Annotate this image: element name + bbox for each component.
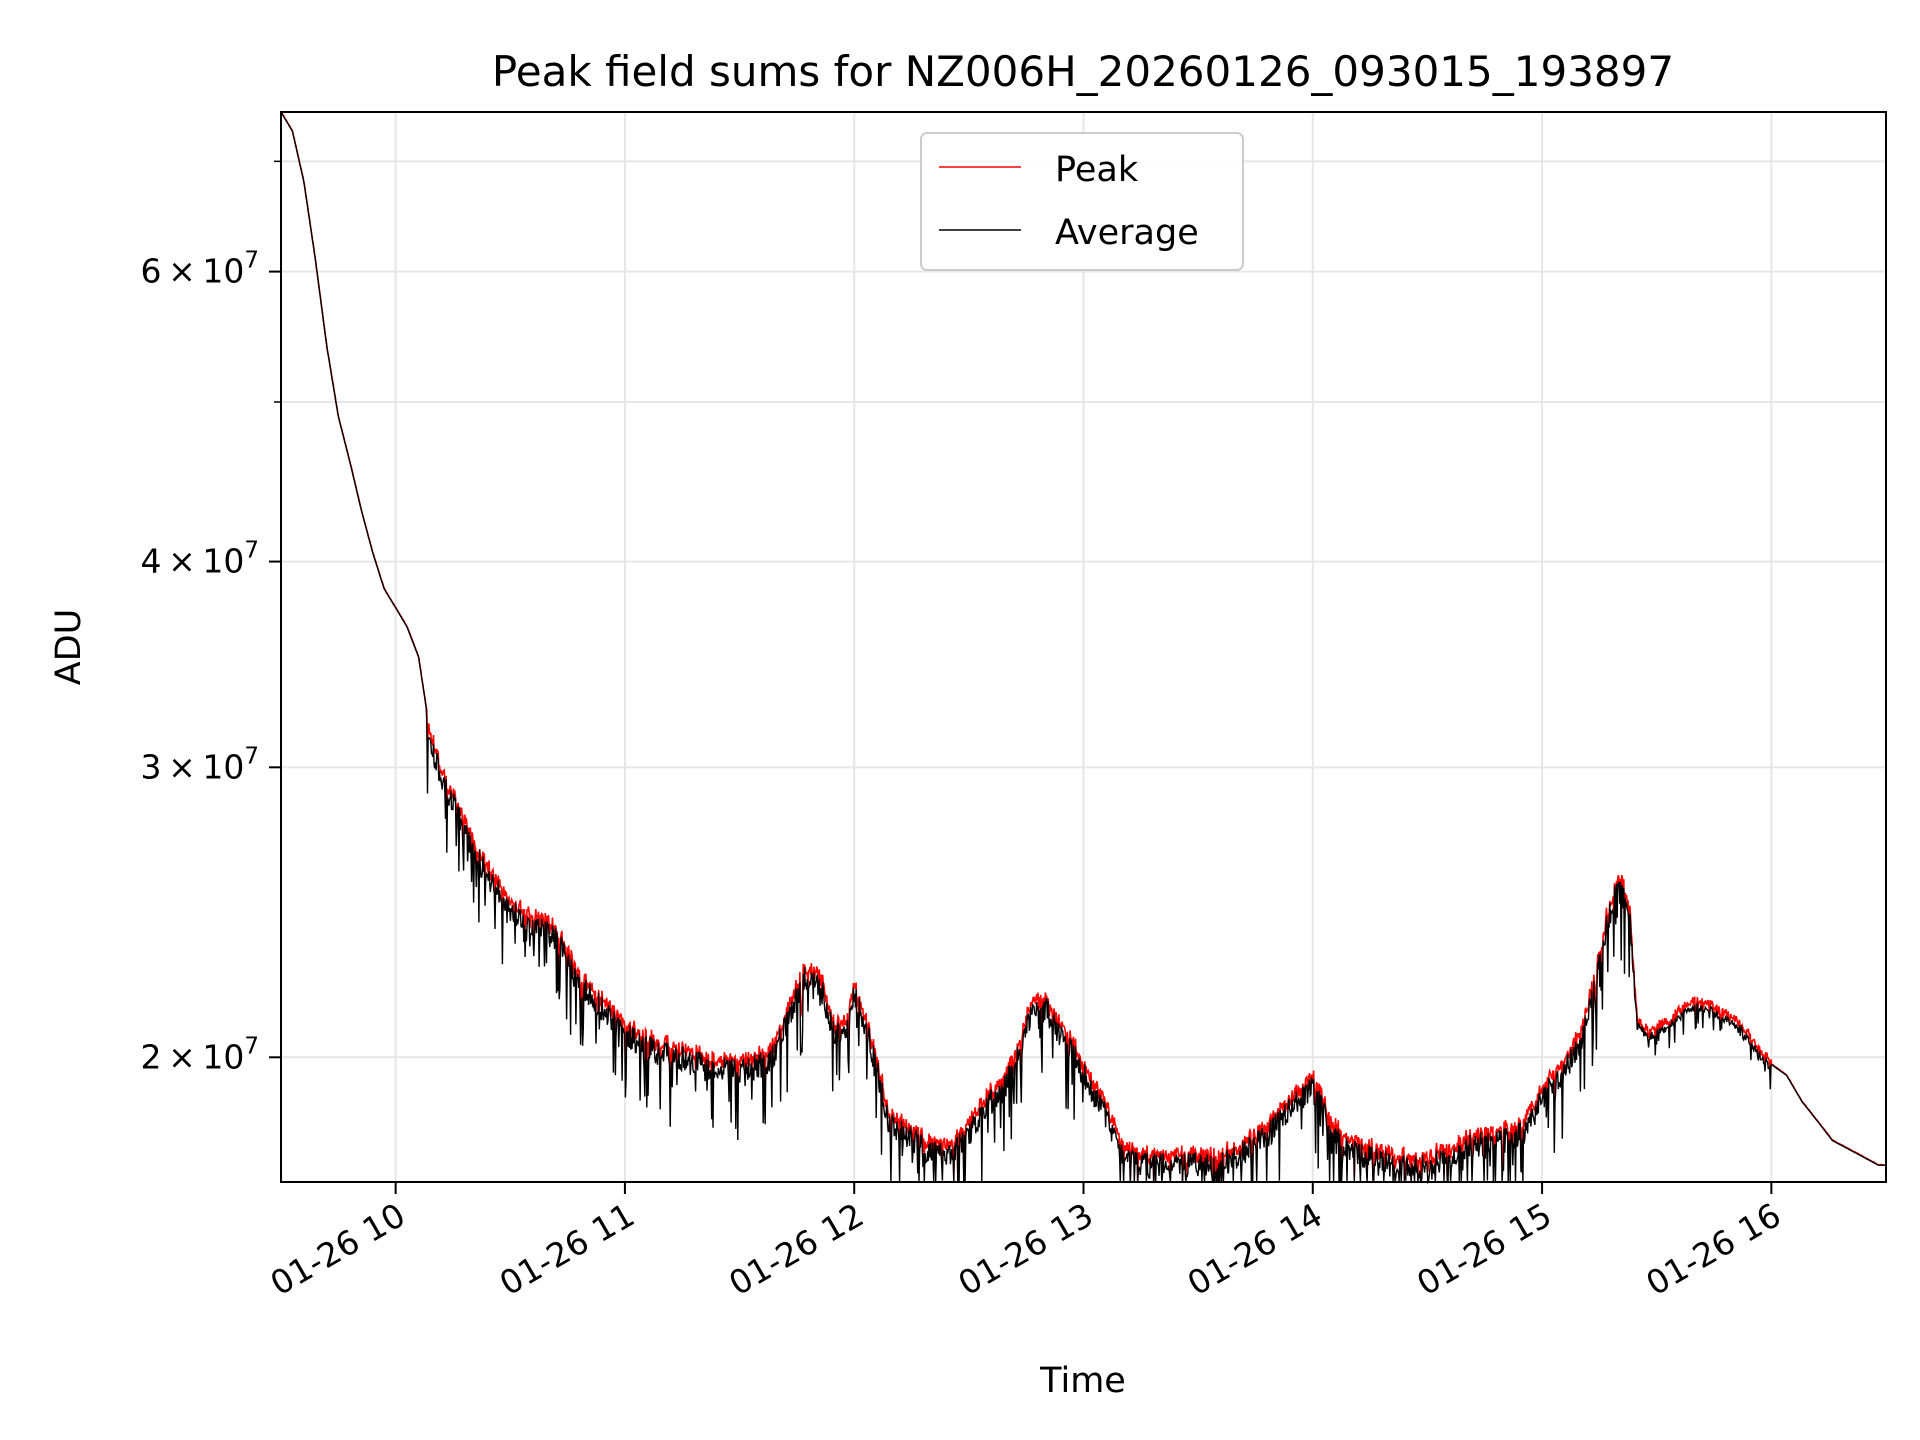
legend-label-peak: Peak [1055, 150, 1139, 190]
y-tick-label: 3 × 107 [141, 743, 259, 786]
y-tick-label: 4 × 107 [141, 538, 259, 581]
y-tick-label: 2 × 107 [141, 1033, 259, 1076]
y-axis-ticks: 2 × 107 3 × 107 4 × 107 6 × 107 [141, 160, 281, 1076]
y-tick-label: 6 × 107 [141, 248, 259, 291]
legend: Peak Average [920, 132, 1244, 271]
series-lines [280, 111, 1886, 1185]
chart-title: Peak field sums for NZ006H_20260126_0930… [492, 47, 1674, 96]
legend-label-average: Average [1055, 213, 1199, 253]
x-axis-label: Time [1039, 1361, 1126, 1401]
grid-lines [281, 112, 1886, 1182]
series-line-average [280, 111, 1886, 1185]
y-axis-label: ADU [49, 609, 89, 686]
series-line-peak [280, 111, 1886, 1183]
